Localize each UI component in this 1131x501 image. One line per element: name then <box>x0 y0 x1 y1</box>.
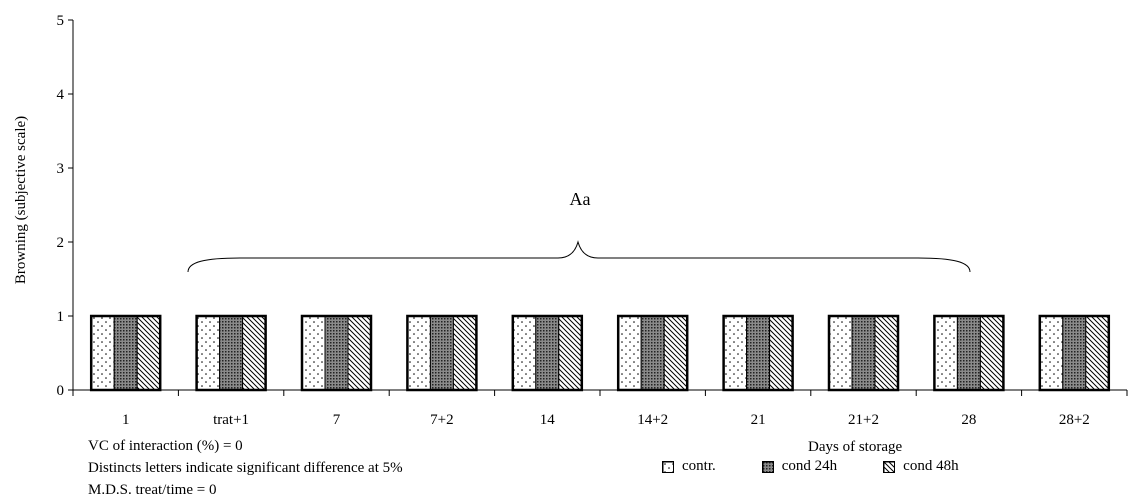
legend-label-cond48: cond 48h <box>903 458 959 474</box>
bar <box>113 315 138 391</box>
x-tick-label: 14 <box>540 412 556 428</box>
legend-item-cond48: cond 48h <box>883 458 959 475</box>
grouping-brace <box>187 240 971 273</box>
y-axis-label: Browning (subjective scale) <box>13 116 29 284</box>
bar-group-outline <box>616 314 689 392</box>
bar <box>196 315 221 391</box>
bar <box>956 315 981 391</box>
bar <box>746 315 771 391</box>
bar <box>851 315 876 391</box>
bar-group-outline <box>300 314 373 392</box>
bar-group-outline <box>195 314 267 392</box>
y-tick-label: 3 <box>57 161 65 177</box>
legend-item-contr: contr. <box>662 458 716 475</box>
x-tick-label: 14+2 <box>637 412 668 428</box>
bar-group-outline <box>722 314 794 392</box>
bar <box>979 315 1004 391</box>
note-mds: M.D.S. treat/time = 0 <box>88 482 217 498</box>
bar-group-outline <box>89 314 162 392</box>
x-tick-label: 21+2 <box>848 412 879 428</box>
bar-group-outline <box>511 314 584 392</box>
note-vc: VC of interaction (%) = 0 <box>88 438 243 454</box>
note-significance: Distincts letters indicate significant d… <box>88 460 403 476</box>
x-tick-label: 1 <box>122 412 130 428</box>
bar <box>558 315 583 391</box>
bar <box>1039 315 1064 391</box>
bar-group-outline <box>933 314 1005 392</box>
y-tick-label: 1 <box>57 309 65 325</box>
bar-group-outline <box>1038 314 1111 392</box>
bar <box>242 315 267 391</box>
x-tick-label: 28+2 <box>1059 412 1090 428</box>
bar <box>324 315 349 391</box>
bar <box>723 315 748 391</box>
bar <box>617 315 642 391</box>
legend-swatch-cond24 <box>761 460 774 473</box>
x-tick-label: 28 <box>961 412 976 428</box>
x-axis-label: Days of storage <box>808 439 903 455</box>
bar <box>512 315 537 391</box>
bar <box>1062 315 1087 391</box>
legend-label-contr: contr. <box>682 458 716 474</box>
bars <box>89 314 1111 392</box>
bar <box>136 315 161 391</box>
bar <box>1085 315 1110 391</box>
bar-group-outline <box>406 314 478 392</box>
y-tick-label: 2 <box>57 235 65 251</box>
x-tick-label: trat+1 <box>213 412 249 428</box>
bar <box>828 315 853 391</box>
bar <box>452 315 477 391</box>
x-tick-label: 7+2 <box>430 412 453 428</box>
legend-item-cond24: cond 24h <box>761 458 838 475</box>
bar <box>347 315 372 391</box>
bar <box>219 315 244 391</box>
x-tick-label: 21 <box>751 412 766 428</box>
bar <box>769 315 794 391</box>
legend-label-cond24: cond 24h <box>781 458 838 474</box>
significance-annotation: Aa <box>570 189 591 209</box>
y-tick-label: 5 <box>57 13 65 29</box>
y-tick-label: 0 <box>57 383 65 399</box>
bar <box>933 315 958 391</box>
bar <box>406 315 431 391</box>
y-tick-label: 4 <box>57 87 65 103</box>
bar-group-outline <box>827 314 900 392</box>
bar <box>640 315 665 391</box>
bar <box>663 315 688 391</box>
bar <box>90 315 115 391</box>
bar <box>429 315 454 391</box>
bar <box>301 315 326 391</box>
legend-swatch-cond48 <box>883 460 896 473</box>
bar <box>874 315 899 391</box>
legend: contr. cond 24h cond 48h <box>662 458 1005 475</box>
x-tick-label: 7 <box>333 412 341 428</box>
bar <box>535 315 560 391</box>
legend-swatch-contr <box>662 460 674 473</box>
